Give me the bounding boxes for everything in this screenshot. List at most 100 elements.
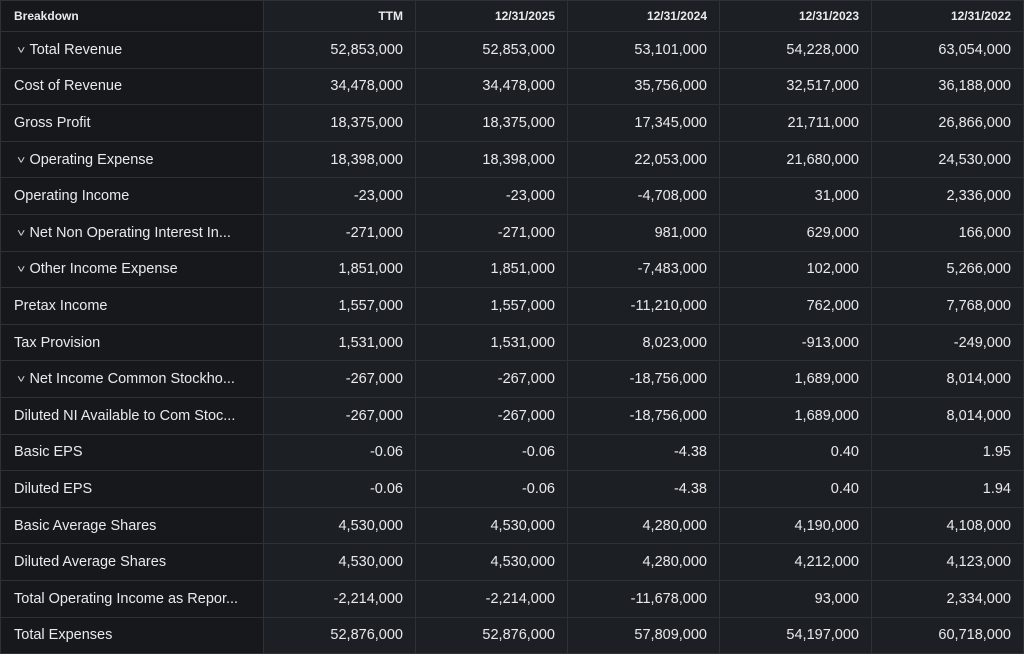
value-cell: 4,280,000: [567, 506, 720, 545]
chevron-down-icon[interactable]: ˅: [17, 264, 26, 277]
value-cell: 2,336,000: [871, 177, 1024, 215]
value-cell: 2,334,000: [871, 579, 1024, 618]
table-row: Diluted NI Available to Com Stoc... -267,…: [0, 396, 1024, 435]
row-label-cell: Basic EPS: [0, 433, 264, 472]
table-row: Tax Provision 1,531,000 1,531,000 8,023,000…: [0, 323, 1024, 362]
value-cell: -271,000: [263, 213, 416, 252]
value-cell: 52,876,000: [415, 616, 568, 654]
value-cell: 1,557,000: [415, 287, 568, 325]
value-cell: -913,000: [719, 323, 872, 362]
row-label-cell[interactable]: ˅ Net Income Common Stockho...: [0, 360, 264, 398]
chevron-down-icon[interactable]: ˅: [17, 374, 26, 387]
table-row: ˅ Total Revenue 52,853,000 52,853,000 53,101…: [0, 31, 1024, 69]
table-row: Basic EPS -0.06 -0.06 -4.38 0.40 1.95: [0, 433, 1024, 472]
value-cell: 4,108,000: [871, 506, 1024, 545]
value-cell: 53,101,000: [567, 31, 720, 69]
value-cell: 52,853,000: [415, 31, 568, 69]
table-row: ˅ Operating Expense 18,398,000 18,398,000 22…: [0, 140, 1024, 179]
table-row: ˅ Net Income Common Stockho... -267,000 -26…: [0, 360, 1024, 398]
header-column: 12/31/2023: [719, 0, 872, 32]
table-row: Total Operating Income as Repor... -2,214…: [0, 579, 1024, 618]
value-cell: 54,228,000: [719, 31, 872, 69]
row-label: Operating Expense: [29, 151, 154, 168]
value-cell: 4,530,000: [263, 543, 416, 581]
row-label: Other Income Expense: [29, 261, 178, 278]
value-cell: 17,345,000: [567, 104, 720, 142]
value-cell: 36,188,000: [871, 67, 1024, 106]
row-label: Net Income Common Stockho...: [29, 371, 235, 388]
value-cell: 18,398,000: [415, 140, 568, 179]
value-cell: -2,214,000: [263, 579, 416, 618]
row-label-cell[interactable]: ˅ Net Non Operating Interest In...: [0, 213, 264, 252]
value-cell: -18,756,000: [567, 360, 720, 398]
value-cell: -267,000: [415, 360, 568, 398]
value-cell: 981,000: [567, 213, 720, 252]
value-cell: -18,756,000: [567, 396, 720, 435]
value-cell: -23,000: [263, 177, 416, 215]
row-label-cell: Basic Average Shares: [0, 506, 264, 545]
value-cell: 22,053,000: [567, 140, 720, 179]
row-label-cell: Diluted NI Available to Com Stoc...: [0, 396, 264, 435]
value-cell: 34,478,000: [415, 67, 568, 106]
table-row: ˅ Other Income Expense 1,851,000 1,851,000-…: [0, 250, 1024, 289]
row-label-cell: Gross Profit: [0, 104, 264, 142]
value-cell: 629,000: [719, 213, 872, 252]
table-row: Cost of Revenue 34,478,000 34,478,000 35,75…: [0, 67, 1024, 106]
header-column: 12/31/2024: [567, 0, 720, 32]
value-cell: 18,398,000: [263, 140, 416, 179]
value-cell: -11,678,000: [567, 579, 720, 618]
row-label: Diluted EPS: [14, 480, 93, 497]
value-cell: 762,000: [719, 287, 872, 325]
value-cell: 4,530,000: [415, 543, 568, 581]
value-cell: 31,000: [719, 177, 872, 215]
value-cell: -7,483,000: [567, 250, 720, 289]
row-label-cell[interactable]: ˅ Operating Expense: [0, 140, 264, 179]
value-cell: 34,478,000: [263, 67, 416, 106]
value-cell: -0.06: [415, 433, 568, 472]
value-cell: 52,876,000: [263, 616, 416, 654]
value-cell: -4.38: [567, 470, 720, 508]
table-row: Diluted Average Shares 4,530,000 4,530,000…: [0, 543, 1024, 581]
value-cell: 4,212,000: [719, 543, 872, 581]
value-cell: -271,000: [415, 213, 568, 252]
value-cell: -4,708,000: [567, 177, 720, 215]
table-header-row: Breakdown TTM 12/31/2025 12/31/2024 12/31/2…: [0, 0, 1024, 32]
table-row: Gross Profit 18,375,000 18,375,000 17,345,0…: [0, 104, 1024, 142]
value-cell: -2,214,000: [415, 579, 568, 618]
value-cell: -267,000: [263, 396, 416, 435]
header-column: TTM: [263, 0, 416, 32]
value-cell: 4,280,000: [567, 543, 720, 581]
table-row: Pretax Income 1,557,000 1,557,000 -11,210,0…: [0, 287, 1024, 325]
row-label-cell: Tax Provision: [0, 323, 264, 362]
value-cell: 1,689,000: [719, 396, 872, 435]
value-cell: 0.40: [719, 470, 872, 508]
value-cell: 1.94: [871, 470, 1024, 508]
row-label-cell[interactable]: ˅ Total Revenue: [0, 31, 264, 69]
value-cell: 32,517,000: [719, 67, 872, 106]
row-label-cell[interactable]: ˅ Other Income Expense: [0, 250, 264, 289]
value-cell: 102,000: [719, 250, 872, 289]
value-cell: -23,000: [415, 177, 568, 215]
value-cell: 7,768,000: [871, 287, 1024, 325]
row-label: Diluted NI Available to Com Stoc...: [14, 407, 236, 424]
value-cell: 21,711,000: [719, 104, 872, 142]
chevron-down-icon[interactable]: ˅: [17, 154, 26, 167]
row-label-cell: Pretax Income: [0, 287, 264, 325]
row-label-cell: Total Operating Income as Repor...: [0, 579, 264, 618]
value-cell: 63,054,000: [871, 31, 1024, 69]
row-label-cell: Diluted Average Shares: [0, 543, 264, 581]
row-label: Diluted Average Shares: [14, 554, 167, 571]
row-label: Pretax Income: [14, 297, 108, 314]
value-cell: 60,718,000: [871, 616, 1024, 654]
value-cell: 1,531,000: [415, 323, 568, 362]
value-cell: 1,851,000: [415, 250, 568, 289]
value-cell: 18,375,000: [263, 104, 416, 142]
value-cell: 26,866,000: [871, 104, 1024, 142]
table-row: Total Expenses 52,876,000 52,876,000 57,809…: [0, 616, 1024, 654]
chevron-down-icon[interactable]: ˅: [17, 227, 26, 240]
value-cell: 1,689,000: [719, 360, 872, 398]
value-cell: -0.06: [263, 433, 416, 472]
chevron-down-icon[interactable]: ˅: [17, 44, 26, 57]
value-cell: -0.06: [263, 470, 416, 508]
